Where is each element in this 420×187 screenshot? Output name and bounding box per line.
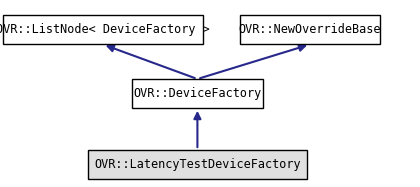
Bar [88,150,307,179]
Bar [240,15,381,45]
Text: OVR::LatencyTestDeviceFactory: OVR::LatencyTestDeviceFactory [94,158,301,171]
Text: OVR::DeviceFactory: OVR::DeviceFactory [133,87,262,100]
Text: OVR::NewOverrideBase: OVR::NewOverrideBase [239,23,381,36]
Text: OVR::ListNode< DeviceFactory >: OVR::ListNode< DeviceFactory > [0,23,210,36]
Bar [3,15,203,45]
Bar [132,79,262,108]
